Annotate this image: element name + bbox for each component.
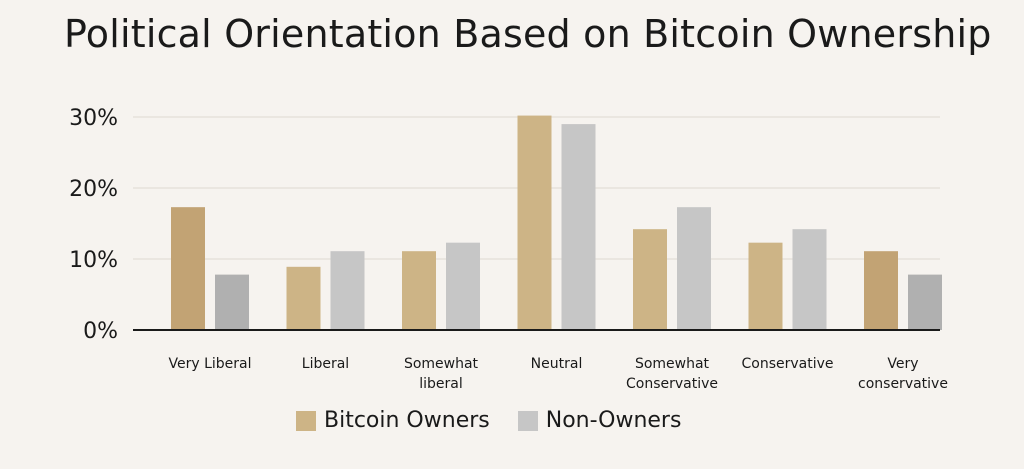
bar-non-owners — [908, 274, 942, 330]
owners-swatch — [296, 410, 316, 431]
non-owners-swatch — [517, 410, 538, 431]
bar-bitcoin-owners — [633, 229, 667, 330]
legend-item-non-owners: Non-Owners — [517, 408, 682, 433]
category-label: Very Liberal — [168, 356, 251, 372]
bar-bitcoin-owners — [748, 242, 783, 330]
bar-bitcoin-owners — [402, 251, 436, 330]
legend-label-non-owners: Non-Owners — [545, 408, 682, 433]
y-tick-label: 30% — [69, 106, 118, 131]
legend: Bitcoin Owners Non-Owners — [296, 408, 709, 433]
category-label: Conservative — [626, 376, 718, 392]
category-label: liberal — [419, 376, 463, 392]
category-label: conservative — [858, 376, 948, 392]
y-tick-label: 20% — [69, 177, 118, 202]
bar-bitcoin-owners — [171, 207, 205, 330]
category-label: Liberal — [302, 356, 349, 372]
bar-bitcoin-owners — [864, 251, 898, 330]
chart-title: Political Orientation Based on Bitcoin O… — [64, 12, 992, 56]
bar-non-owners — [446, 242, 480, 330]
bar-non-owners — [561, 124, 596, 330]
bar-non-owners — [677, 207, 711, 330]
category-label: Very — [887, 356, 918, 372]
bar-non-owners — [792, 229, 827, 330]
bar-bitcoin-owners — [286, 266, 321, 330]
y-tick-label: 10% — [69, 248, 118, 273]
category-label: Neutral — [531, 356, 583, 372]
category-label: Somewhat — [404, 356, 479, 372]
bar-non-owners — [215, 274, 249, 330]
category-label: Conservative — [741, 356, 833, 372]
y-tick-label: 0% — [83, 319, 118, 344]
bar-bitcoin-owners — [517, 115, 552, 330]
category-label: Somewhat — [635, 356, 710, 372]
legend-label-owners: Bitcoin Owners — [324, 408, 490, 433]
legend-item-owners: Bitcoin Owners — [296, 408, 490, 433]
bar-non-owners — [330, 251, 365, 330]
